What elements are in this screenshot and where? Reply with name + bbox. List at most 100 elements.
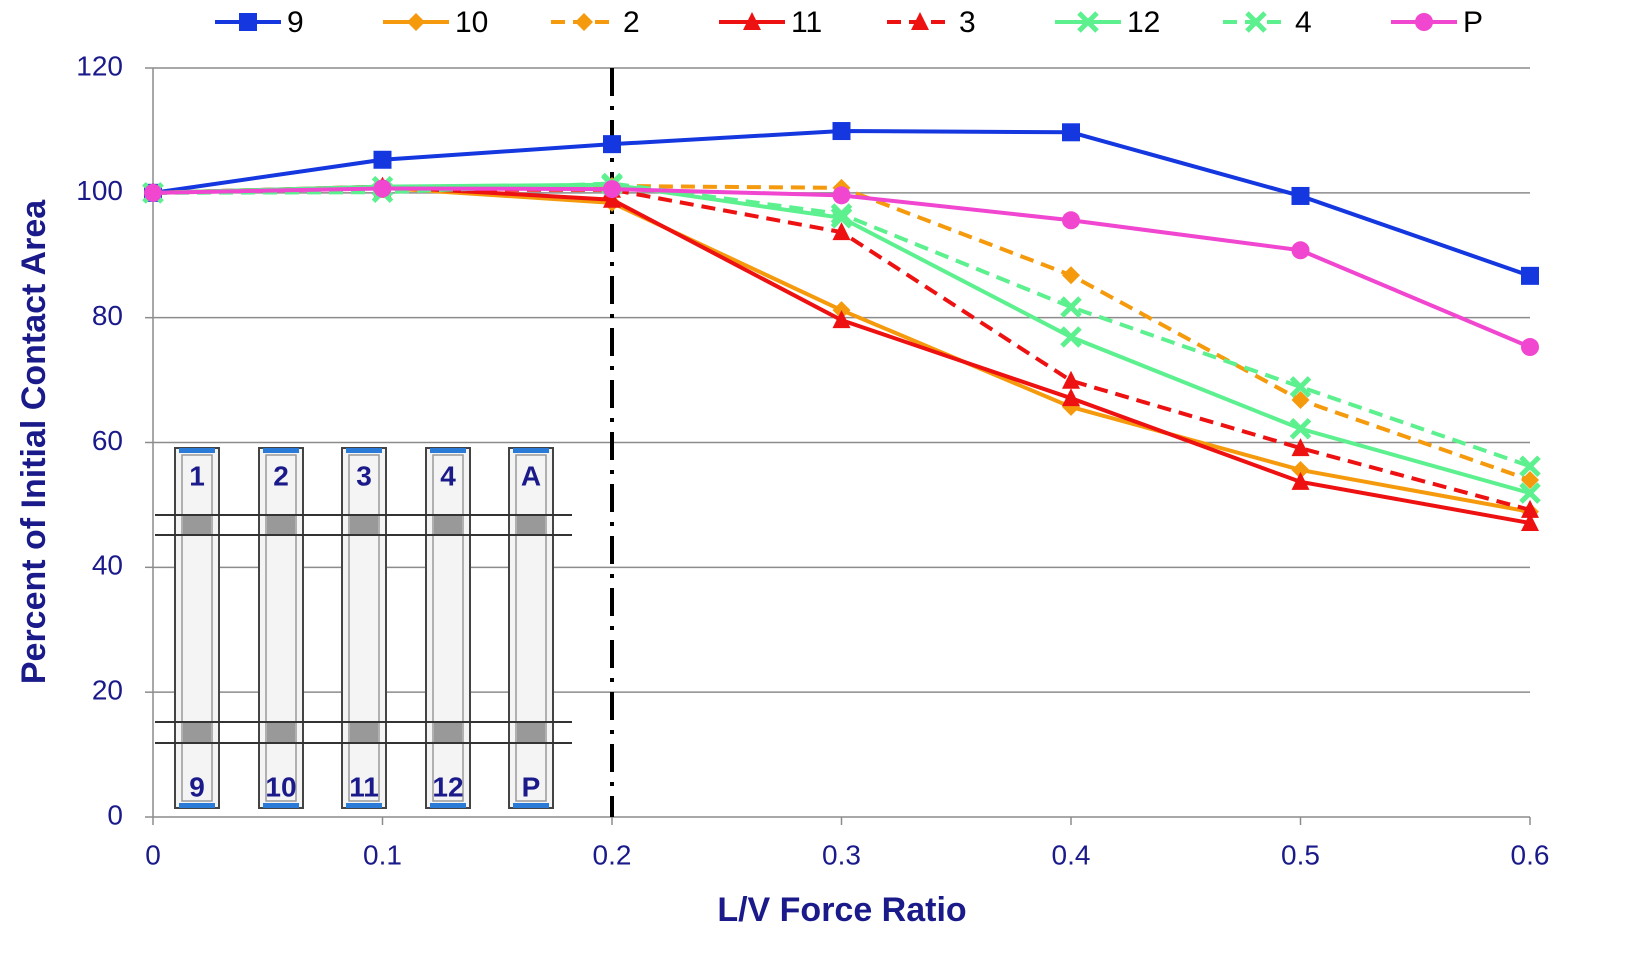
- marker: [1062, 266, 1080, 285]
- inset-label: 1: [189, 460, 205, 491]
- legend-marker: [1245, 11, 1267, 33]
- specimen-end: [513, 448, 549, 453]
- y-tick-label: 20: [92, 675, 123, 706]
- marker: [832, 222, 851, 241]
- marker: [1289, 376, 1312, 398]
- marker: [832, 186, 851, 205]
- marker: [832, 122, 851, 141]
- x-tick-label: 0.5: [1281, 839, 1320, 870]
- marker: [1521, 266, 1539, 285]
- y-tick-label: 0: [107, 799, 123, 830]
- marker: [1062, 123, 1080, 142]
- contact-patch: [517, 515, 545, 535]
- legend-label: 10: [455, 6, 488, 39]
- specimen-inner: [181, 454, 213, 802]
- legend-label: 3: [959, 6, 976, 39]
- x-tick-label: 0.3: [822, 839, 861, 870]
- specimen-end: [430, 803, 466, 808]
- y-tick-label: 100: [76, 175, 123, 206]
- specimen-inner: [265, 454, 297, 802]
- x-tick-label: 0.1: [363, 839, 402, 870]
- contact-patch: [517, 722, 545, 743]
- legend-label: 9: [287, 6, 304, 39]
- inset-label: 9: [189, 771, 205, 802]
- inset-label: A: [521, 460, 541, 491]
- marker: [1060, 296, 1082, 318]
- inset-label: 12: [432, 771, 463, 802]
- inset-label: 2: [273, 460, 289, 491]
- y-tick-label: 60: [92, 425, 123, 456]
- contact-patch: [267, 722, 295, 743]
- marker: [832, 310, 851, 329]
- marker: [1519, 482, 1541, 504]
- marker: [603, 135, 621, 154]
- marker: [373, 150, 392, 169]
- marker: [1062, 211, 1080, 230]
- inset-label: 10: [265, 771, 296, 802]
- specimen-end: [346, 803, 382, 808]
- legend-label: 4: [1295, 6, 1312, 39]
- marker: [1060, 326, 1082, 348]
- x-tick-label: 0.6: [1511, 839, 1550, 870]
- x-tick-label: 0.2: [593, 839, 632, 870]
- specimen-inner: [515, 454, 547, 802]
- contact-patch: [350, 515, 378, 535]
- contact-patch: [434, 515, 462, 535]
- specimen-inner: [348, 454, 380, 802]
- y-tick-label: 120: [76, 50, 123, 81]
- marker: [1062, 388, 1080, 407]
- marker: [1291, 438, 1310, 457]
- legend-marker: [1077, 11, 1099, 33]
- marker: [1521, 470, 1539, 489]
- inset-label: 11: [349, 771, 379, 802]
- marker: [1062, 370, 1080, 389]
- inset-label: P: [522, 771, 541, 802]
- specimen-end: [430, 448, 466, 453]
- marker: [1291, 460, 1310, 479]
- legend-label: P: [1463, 6, 1483, 39]
- marker: [1289, 418, 1312, 440]
- legend-marker: [239, 13, 257, 31]
- legend-marker: [575, 13, 593, 31]
- legend-marker: [743, 12, 761, 30]
- marker: [1521, 338, 1539, 357]
- specimen-inner: [432, 454, 464, 802]
- contact-patch: [183, 515, 211, 535]
- marker: [1291, 391, 1310, 410]
- legend-label: 12: [1127, 6, 1160, 39]
- inset-label: 4: [440, 460, 456, 491]
- x-tick-label: 0.4: [1052, 839, 1091, 870]
- legend-marker: [911, 12, 929, 30]
- y-tick-label: 80: [92, 300, 123, 331]
- legend-marker: [1415, 13, 1433, 31]
- marker: [603, 189, 621, 208]
- specimen-end: [263, 803, 299, 808]
- legend-label: 11: [791, 6, 822, 39]
- marker: [1291, 241, 1310, 260]
- marker: [373, 179, 392, 198]
- marker: [1291, 186, 1310, 205]
- contact-patch: [350, 722, 378, 743]
- marker: [1519, 455, 1541, 477]
- specimen-end: [263, 448, 299, 453]
- contact-patch: [434, 722, 462, 743]
- marker: [830, 203, 853, 225]
- legend-marker: [407, 13, 425, 31]
- marker: [144, 183, 162, 202]
- legend-label: 2: [623, 6, 640, 39]
- marker: [1521, 499, 1539, 518]
- x-axis-title: L/V Force Ratio: [717, 891, 966, 929]
- inset-label: 3: [356, 460, 372, 491]
- inset-image: 1 2 3 4 A9 10 11 12 P: [155, 447, 572, 809]
- contact-patch: [183, 722, 211, 743]
- specimen-end: [179, 448, 215, 453]
- y-axis-title: Percent of Initial Contact Area: [15, 199, 53, 684]
- marker: [603, 180, 621, 199]
- specimen-end: [346, 448, 382, 453]
- x-tick-label: 0: [145, 839, 161, 870]
- contact-patch: [267, 515, 295, 535]
- marker: [1291, 471, 1310, 490]
- y-tick-label: 40: [92, 550, 123, 581]
- marker: [1521, 513, 1539, 532]
